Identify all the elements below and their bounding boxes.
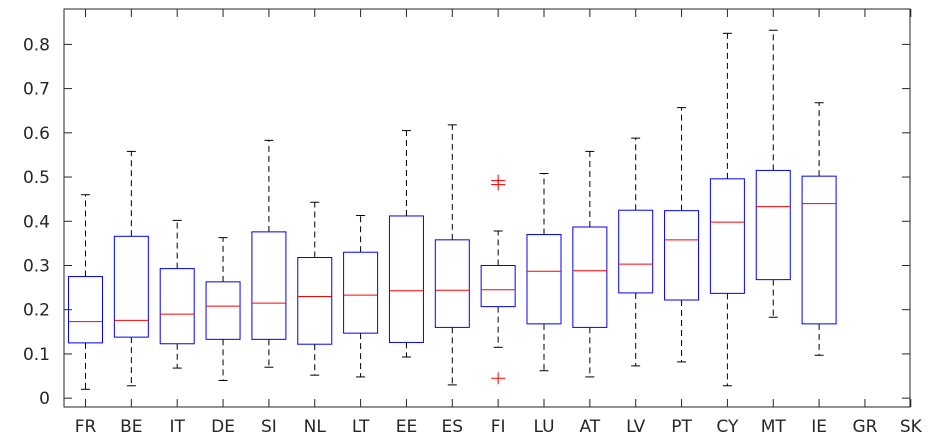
iqr-box — [526, 234, 562, 325]
box-nl — [297, 201, 333, 376]
outlier-marker — [491, 174, 506, 187]
y-tick-label: 0.7 — [23, 80, 50, 100]
iqr-box — [480, 264, 516, 308]
iqr-box — [343, 251, 379, 334]
iqr-box — [297, 257, 333, 345]
x-tick-label: CY — [716, 417, 739, 437]
x-tick-label: SI — [261, 417, 277, 437]
x-tick-label: BE — [120, 417, 142, 437]
x-tick-label: PT — [671, 417, 692, 437]
y-tick-label: 0.1 — [23, 345, 50, 365]
x-tick-label: IT — [169, 417, 185, 437]
box-si — [251, 139, 287, 368]
iqr-box — [664, 210, 700, 301]
y-tick-label: 0.4 — [23, 212, 50, 232]
box-lu — [526, 173, 562, 372]
y-tick-label: 0 — [39, 389, 50, 409]
iqr-box — [801, 175, 837, 325]
x-axis: FR BE IT DE SI NL LT EE ES FI LU AT LV PT CY MT IE GR SK — [75, 9, 923, 437]
box-fi — [480, 174, 516, 385]
x-tick-label: DE — [211, 417, 235, 437]
x-tick-label: IE — [811, 417, 827, 437]
box-cy — [709, 32, 745, 387]
iqr-box — [251, 231, 287, 340]
iqr-box — [205, 281, 241, 340]
x-tick-label: GR — [852, 417, 877, 437]
plot-marks — [68, 29, 837, 390]
box-lv — [618, 137, 654, 367]
box-de — [205, 237, 241, 381]
x-tick-label: NL — [304, 417, 327, 437]
box-es — [434, 124, 470, 386]
x-tick-label: FR — [75, 417, 97, 437]
outlier-marker — [491, 372, 506, 385]
x-tick-label: EE — [396, 417, 417, 437]
x-tick-label: FI — [491, 417, 506, 437]
y-tick-label: 0.6 — [23, 124, 50, 144]
x-tick-label: LV — [626, 417, 646, 437]
x-tick-label: MT — [761, 417, 787, 437]
box-mt — [755, 29, 791, 318]
x-tick-label: LU — [533, 417, 554, 437]
iqr-box — [755, 169, 791, 281]
iqr-box — [709, 178, 745, 294]
box-at — [572, 150, 608, 378]
y-tick-label: 0.3 — [23, 256, 50, 276]
plot-frame — [63, 8, 911, 408]
x-tick-label: AT — [579, 417, 600, 437]
x-tick-label: SK — [900, 417, 923, 437]
box-ee — [388, 130, 424, 358]
iqr-box — [159, 268, 195, 345]
y-tick-label: 0.5 — [23, 168, 50, 188]
x-tick-label: LT — [352, 417, 370, 437]
iqr-box — [113, 235, 149, 338]
iqr-box — [618, 209, 654, 294]
box-it — [159, 219, 195, 369]
box-fr — [68, 194, 103, 390]
iqr-box — [68, 276, 103, 344]
iqr-box — [572, 226, 608, 328]
iqr-box — [434, 239, 470, 328]
y-tick-label: 0.8 — [23, 35, 50, 55]
box-ie — [801, 102, 837, 356]
box-be — [113, 150, 149, 387]
box-pt — [664, 107, 700, 363]
y-tick-label: 0.2 — [23, 301, 50, 321]
iqr-box — [388, 215, 424, 343]
x-tick-label: ES — [442, 417, 464, 437]
y-axis: 0 0.1 0.2 0.3 0.4 0.5 0.6 0.7 0.8 — [23, 35, 910, 409]
box-lt — [343, 215, 379, 378]
